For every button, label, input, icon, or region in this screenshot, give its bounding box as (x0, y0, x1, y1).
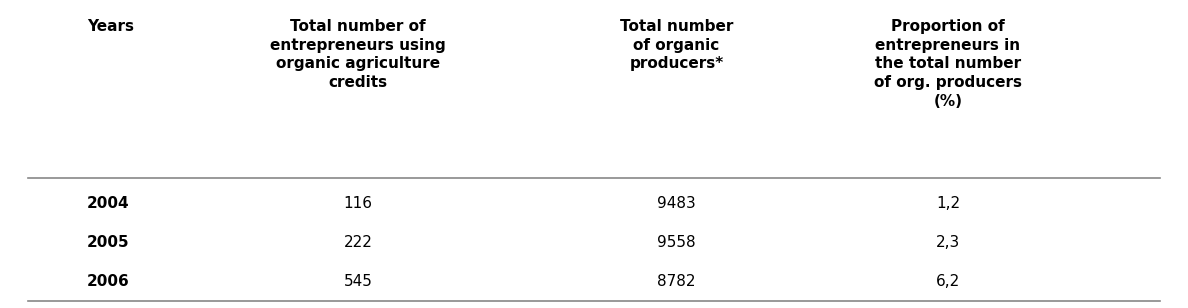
Text: Total number
of organic
producers*: Total number of organic producers* (620, 19, 733, 71)
Text: 1,2: 1,2 (936, 196, 960, 211)
Text: 9483: 9483 (657, 196, 696, 211)
Text: 2004: 2004 (87, 196, 129, 211)
Text: Total number of
entrepreneurs using
organic agriculture
credits: Total number of entrepreneurs using orga… (270, 19, 446, 90)
Text: Proportion of
entrepreneurs in
the total number
of org. producers
(%): Proportion of entrepreneurs in the total… (874, 19, 1022, 108)
Text: 545: 545 (343, 274, 373, 289)
Text: 222: 222 (343, 235, 373, 250)
Text: 9558: 9558 (657, 235, 696, 250)
Text: 116: 116 (343, 196, 373, 211)
Text: 2006: 2006 (87, 274, 129, 289)
Text: Years: Years (87, 19, 134, 34)
Text: 6,2: 6,2 (936, 274, 960, 289)
Text: 2,3: 2,3 (936, 235, 960, 250)
Text: 2005: 2005 (87, 235, 129, 250)
Text: 8782: 8782 (657, 274, 696, 289)
